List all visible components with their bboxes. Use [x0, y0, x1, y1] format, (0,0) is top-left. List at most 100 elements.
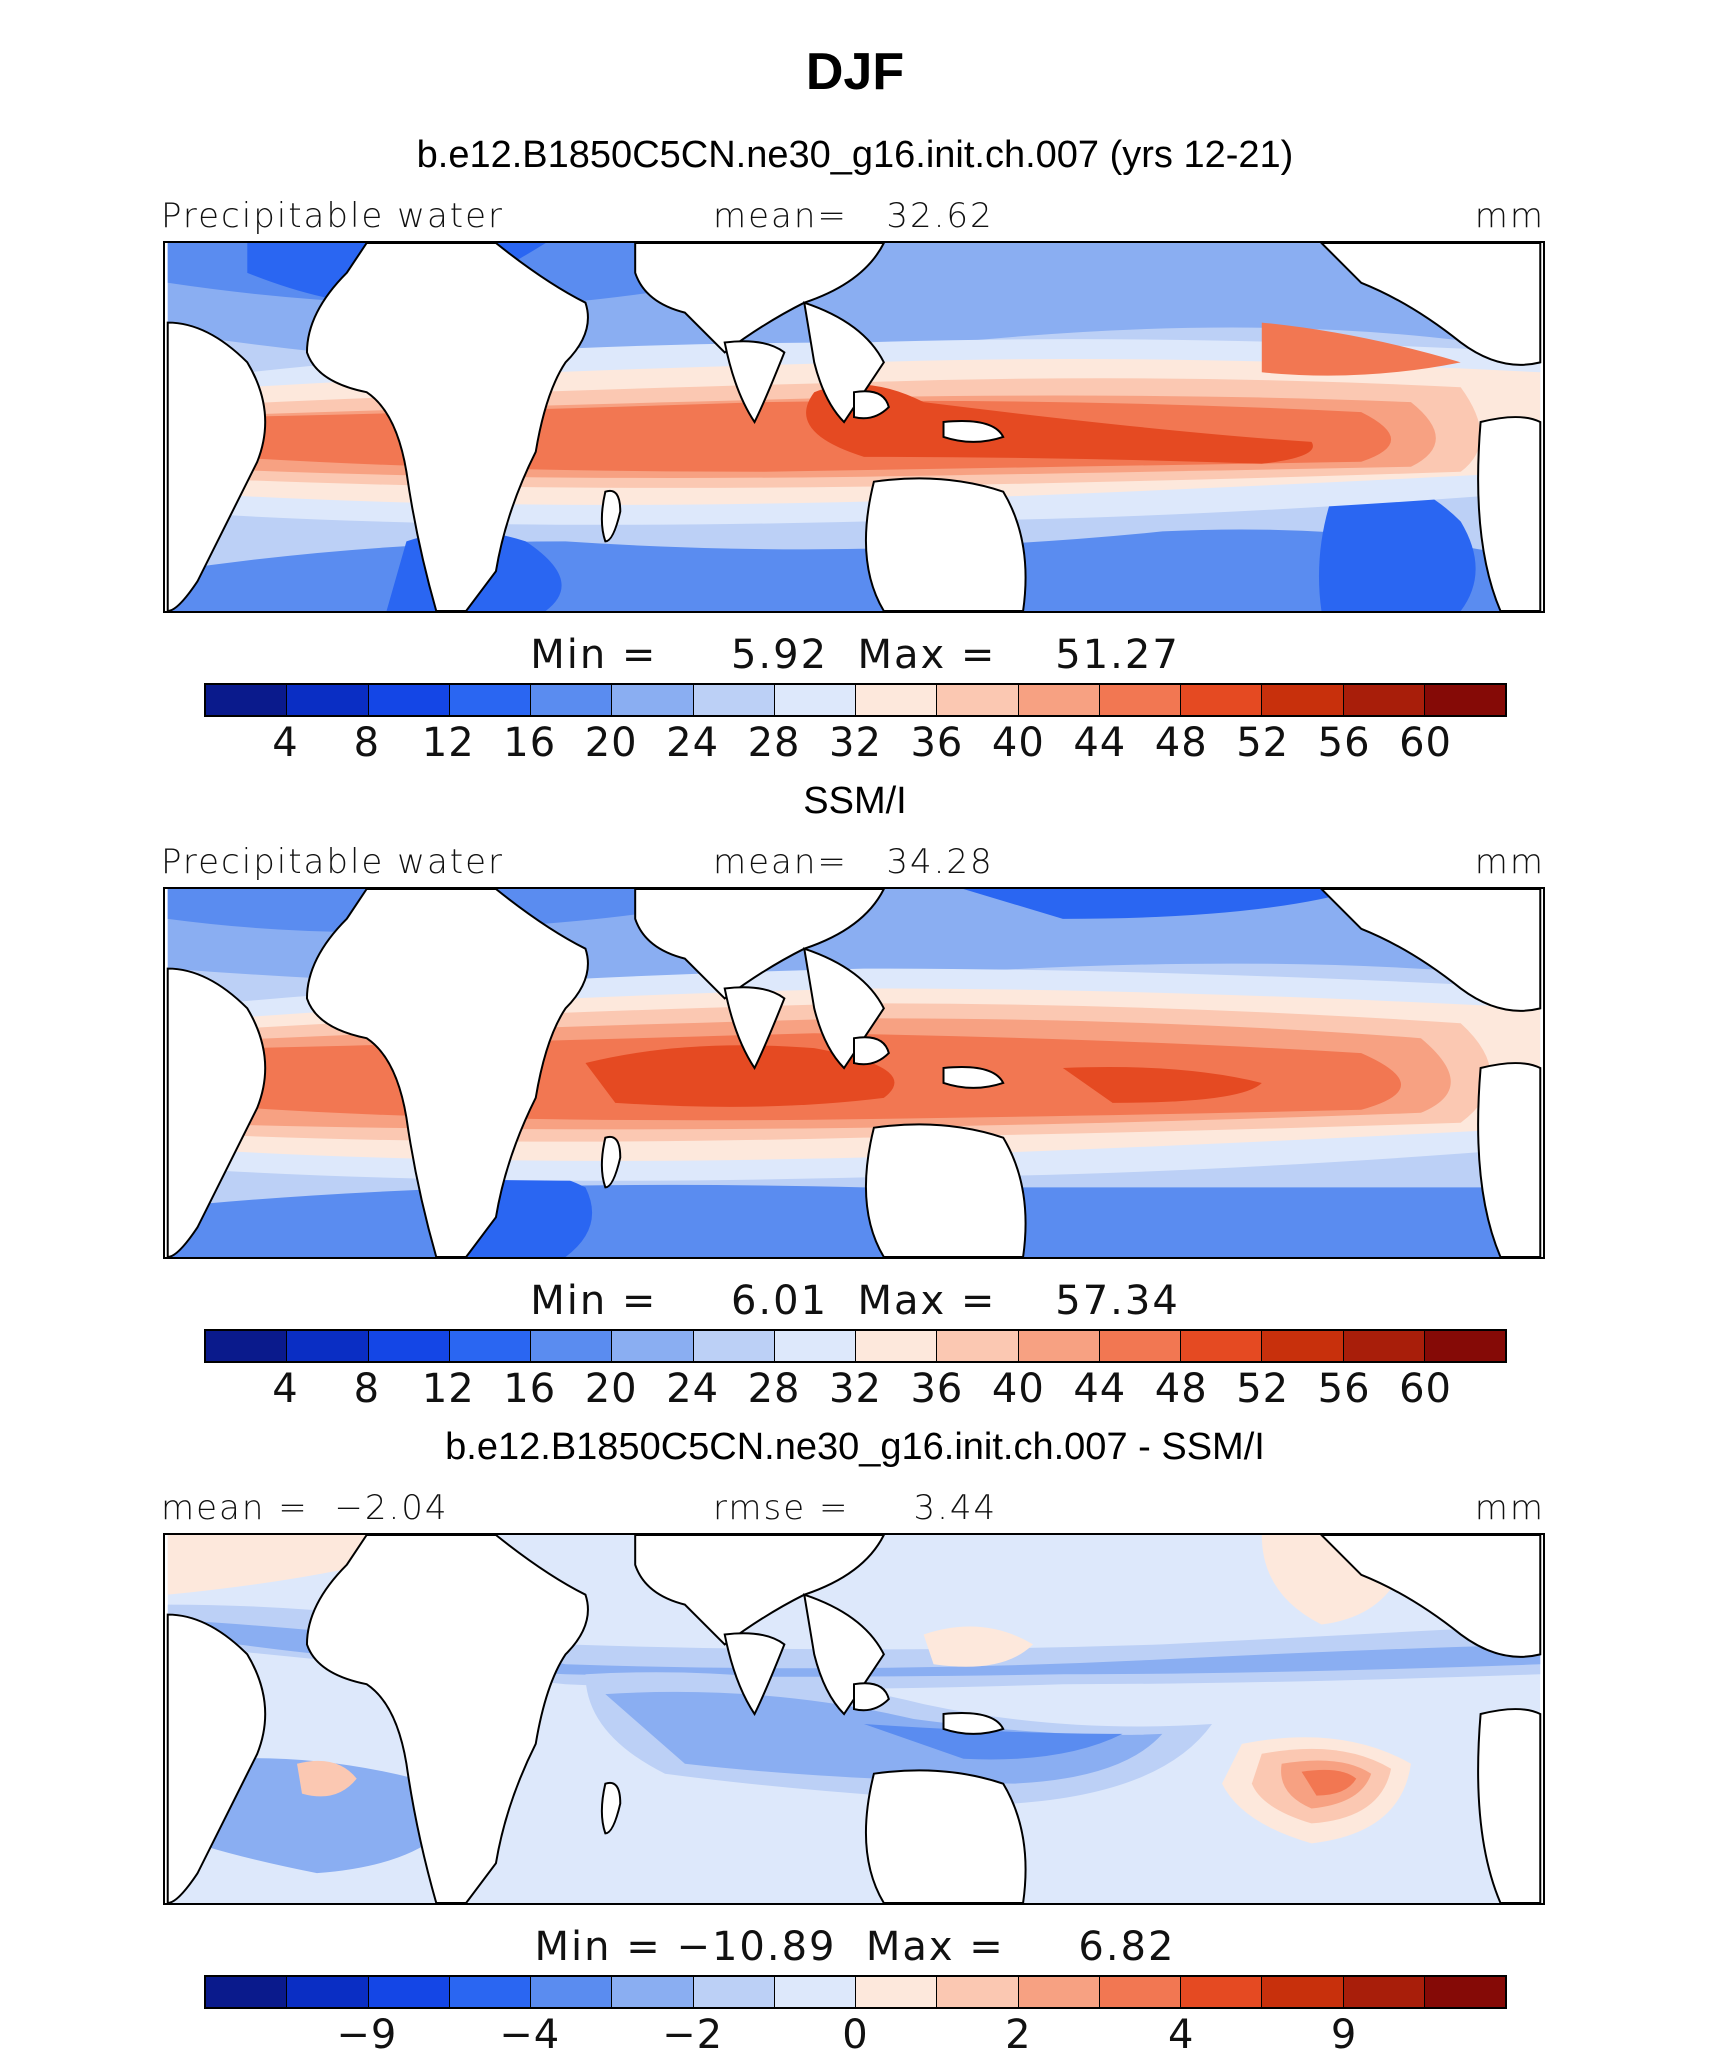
colorbar-cell	[693, 1331, 775, 1361]
land-outline	[864, 477, 1027, 611]
land-outline	[942, 1066, 1005, 1089]
colorbar-tick-label: 40	[991, 1366, 1045, 1412]
land-outline	[942, 1712, 1005, 1735]
land-outline	[600, 1135, 622, 1189]
colorbar-cell	[531, 1331, 613, 1361]
contour-band	[1301, 1769, 1357, 1796]
colorbar-cell	[693, 1977, 775, 2007]
mean-label: mean = −2.04	[161, 1488, 449, 1528]
map-svg	[166, 889, 1542, 1257]
land-outline	[305, 1535, 589, 1903]
land-outline	[853, 1682, 890, 1712]
colorbar-tick-label: 4	[272, 1366, 299, 1412]
colorbar-tick-label: −4	[499, 2012, 561, 2058]
variable-label: Precipitable water	[161, 842, 505, 882]
colorbar-cell	[1099, 685, 1181, 715]
colorbar-cell	[937, 1977, 1019, 2007]
colorbar-tick-label: 2	[1005, 2012, 1032, 2058]
colorbar-tick-label: 16	[503, 720, 557, 766]
colorbar-cell	[1424, 1977, 1505, 2007]
colorbar-cell	[612, 1331, 694, 1361]
colorbar-cell	[1099, 1331, 1181, 1361]
colorbar-cell	[449, 1977, 531, 2007]
colorbar-tick-label: 36	[910, 1366, 964, 1412]
colorbar-cell	[368, 1331, 450, 1361]
colorbar-cell	[612, 685, 694, 715]
colorbar-cell	[1343, 685, 1425, 715]
contour-map	[163, 1533, 1545, 1905]
contour-band	[1261, 322, 1461, 376]
land-outline	[600, 489, 622, 543]
colorbar-tick-label: 24	[666, 720, 720, 766]
colorbar-tick-label: −9	[336, 2012, 398, 2058]
colorbar	[204, 683, 1507, 717]
land-outline	[166, 967, 267, 1257]
colorbar-cell	[1181, 685, 1263, 715]
colorbar-tick-label: 32	[829, 720, 882, 766]
map-svg	[166, 1535, 1542, 1903]
colorbar-cell	[1181, 1331, 1263, 1361]
colorbar-tick-label: 48	[1154, 720, 1208, 766]
colorbar-cell	[856, 685, 938, 715]
land-outline	[853, 390, 890, 420]
contour-band	[1062, 1067, 1262, 1103]
colorbar-tick-label: 9	[1330, 2012, 1358, 2058]
colorbar-tick-label: 28	[747, 720, 801, 766]
land-outline	[600, 1781, 622, 1835]
colorbar-cell	[1018, 1977, 1100, 2007]
units-label: mm	[1474, 842, 1545, 882]
colorbar-cell	[856, 1977, 938, 2007]
land-outline	[1477, 416, 1542, 611]
colorbar-tick-label: 12	[421, 1366, 475, 1412]
land-outline	[723, 986, 786, 1071]
contour-band	[167, 1758, 467, 1874]
colorbar-tick-label: 28	[747, 1366, 801, 1412]
colorbar-tick-label: 12	[421, 720, 475, 766]
contour-band	[963, 889, 1362, 919]
colorbar-tick-label: 16	[503, 1366, 557, 1412]
colorbar-tick-label: −2	[662, 2012, 724, 2058]
colorbar-cell	[531, 685, 613, 715]
stat-center-label: rmse = 3.44	[713, 1488, 998, 1528]
colorbar-cell	[287, 1977, 369, 2007]
colorbar-cell	[1181, 1977, 1263, 2007]
colorbar-tick-label: 60	[1399, 1366, 1453, 1412]
colorbar-tick-label: 0	[842, 2012, 869, 2058]
colorbar-cell	[287, 685, 369, 715]
land-outline	[1477, 1062, 1542, 1257]
colorbar-tick-label: 8	[353, 720, 381, 766]
colorbar-cell	[1018, 1331, 1100, 1361]
land-outline	[723, 340, 786, 425]
colorbar-cell	[449, 685, 531, 715]
colorbar	[204, 1975, 1507, 2009]
land-outline	[853, 1036, 890, 1066]
colorbar-cell	[774, 1977, 856, 2007]
colorbar-cell	[1262, 1977, 1344, 2007]
colorbar-cell	[774, 685, 856, 715]
colorbar	[204, 1329, 1507, 1363]
colorbar-tick-label: 8	[353, 1366, 381, 1412]
colorbar-tick-label: 24	[666, 1366, 720, 1412]
map-svg	[166, 243, 1542, 611]
colorbar-tick-label: 44	[1073, 720, 1127, 766]
page-title: DJF	[805, 43, 905, 101]
contour-band	[167, 1184, 1541, 1257]
contour-band	[806, 384, 1313, 464]
land-outline	[305, 889, 589, 1257]
land-outline	[1320, 889, 1542, 1012]
colorbar-cell	[449, 1331, 531, 1361]
colorbar-tick-label: 60	[1399, 720, 1453, 766]
panel-title: b.e12.B1850C5CN.ne30_g16.init.ch.007 (yr…	[416, 134, 1294, 176]
min-max-label: Min = 5.92 Max = 51.27	[530, 632, 1180, 678]
colorbar-tick-label: 48	[1154, 1366, 1208, 1412]
colorbar-tick-label: 44	[1073, 1366, 1127, 1412]
colorbar-cell	[531, 1977, 613, 2007]
panel-title: SSM/I	[803, 780, 907, 822]
land-outline	[166, 1613, 267, 1903]
colorbar-cell	[206, 685, 288, 715]
colorbar-cell	[1099, 1977, 1181, 2007]
colorbar-tick-label: 20	[584, 720, 638, 766]
colorbar-cell	[693, 685, 775, 715]
min-max-label: Min = 6.01 Max = 57.34	[530, 1278, 1180, 1324]
min-max-label: Min = −10.89 Max = 6.82	[534, 1924, 1176, 1970]
